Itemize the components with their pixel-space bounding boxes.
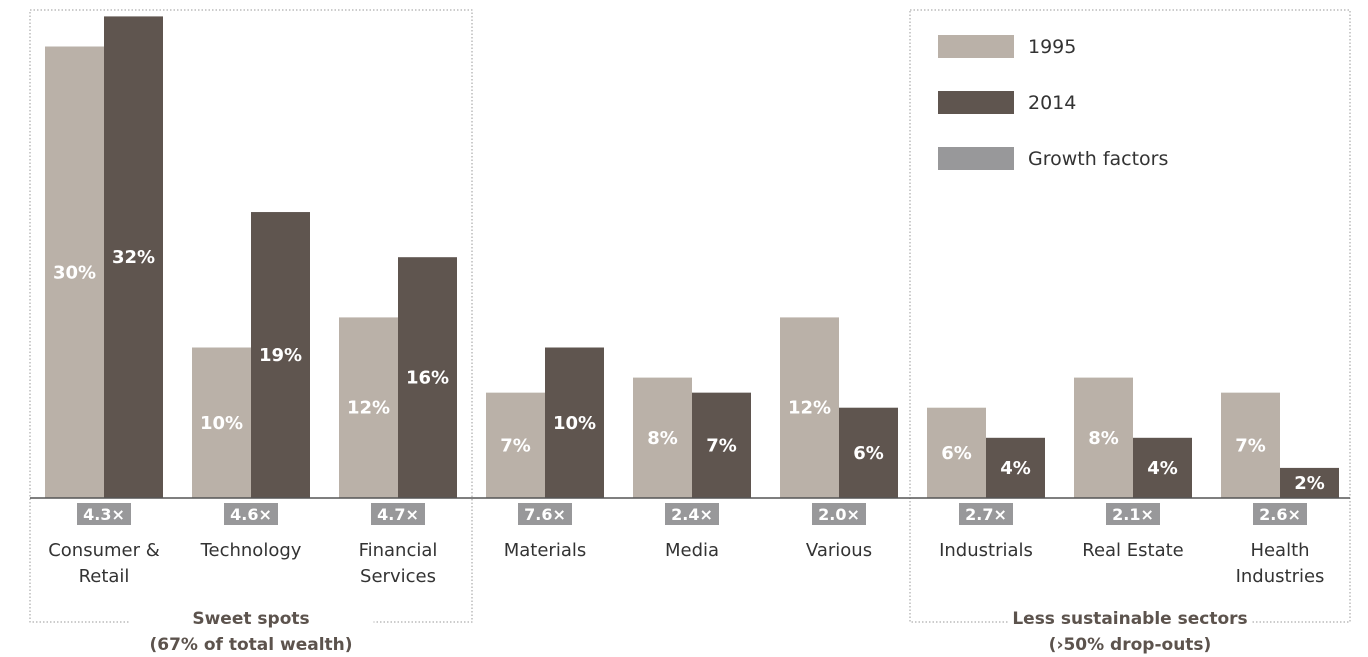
growth-factor-badge bbox=[77, 503, 131, 525]
bar-label-1995: 8% bbox=[1088, 428, 1119, 449]
legend-label: Growth factors bbox=[1028, 148, 1168, 170]
legend-label: 2014 bbox=[1028, 92, 1076, 114]
growth-factor-badge bbox=[1106, 503, 1160, 525]
bar-1995 bbox=[339, 317, 398, 498]
group-caption: Less sustainable sectors bbox=[1012, 609, 1247, 629]
growth-factor-badge bbox=[224, 503, 278, 525]
category-label: Media bbox=[665, 540, 719, 561]
bar-label-1995: 7% bbox=[1235, 435, 1266, 456]
growth-factor-badge bbox=[1253, 503, 1307, 525]
group-frames: Sweet spots (67% of total wealth) Less sus… bbox=[29, 9, 1351, 655]
bar-label-1995: 7% bbox=[500, 435, 531, 456]
growth-factor-label: 4.7× bbox=[377, 505, 419, 524]
bar-label-2014: 10% bbox=[553, 413, 596, 434]
category-label: Industrials bbox=[939, 540, 1033, 561]
group-caption: (67% of total wealth) bbox=[149, 635, 352, 655]
growth-factors: 4.3× 4.6× 4.7× 7.6× 2.4× 2.0× 2.7× 2.1× 2.6× bbox=[77, 503, 1307, 525]
growth-factor-badge bbox=[665, 503, 719, 525]
category-label: Consumer & bbox=[48, 540, 160, 561]
bar-label-2014: 16% bbox=[406, 368, 449, 389]
category-label: Services bbox=[360, 566, 436, 587]
bar-label-2014: 4% bbox=[1147, 458, 1178, 479]
bar-1995 bbox=[1221, 392, 1280, 498]
growth-factor-badge bbox=[812, 503, 866, 525]
category-label: Various bbox=[806, 540, 872, 561]
growth-factor-label: 4.6× bbox=[230, 505, 272, 524]
group-frame bbox=[29, 9, 473, 623]
bar-label-1995: 12% bbox=[788, 398, 831, 419]
bar-1995 bbox=[927, 407, 986, 498]
bar-label-2014: 7% bbox=[706, 435, 737, 456]
bar-2014 bbox=[398, 257, 457, 498]
bar-1995 bbox=[1074, 377, 1133, 498]
bar-1995 bbox=[192, 347, 251, 498]
bar-label-2014: 2% bbox=[1294, 473, 1325, 494]
group-frame bbox=[909, 9, 1351, 623]
category-label: Health bbox=[1250, 540, 1309, 561]
bar-2014 bbox=[1280, 467, 1339, 498]
growth-factor-label: 7.6× bbox=[524, 505, 566, 524]
legend-swatch bbox=[938, 147, 1014, 170]
group-caption: (›50% drop-outs) bbox=[1049, 635, 1212, 655]
bar-2014 bbox=[986, 437, 1045, 498]
bar-1995 bbox=[486, 392, 545, 498]
bar-1995 bbox=[45, 46, 104, 498]
growth-factor-label: 2.0× bbox=[818, 505, 860, 524]
growth-factor-label: 4.3× bbox=[83, 505, 125, 524]
bar-2014 bbox=[545, 347, 604, 498]
bar-2014 bbox=[1133, 437, 1192, 498]
bar-2014 bbox=[692, 392, 751, 498]
growth-factor-badge bbox=[959, 503, 1013, 525]
growth-factor-label: 2.4× bbox=[671, 505, 713, 524]
legend: 1995 2014 Growth factors bbox=[938, 35, 1168, 170]
growth-factor-badge bbox=[371, 503, 425, 525]
bars: 30% 32% 10% 19% 12% 16% 7% 10% 8% 7% 12% 6% 6% 4% 8% 4%… bbox=[45, 16, 1339, 499]
bar-label-1995: 8% bbox=[647, 428, 678, 449]
bar-1995 bbox=[633, 377, 692, 498]
growth-factor-label: 2.7× bbox=[965, 505, 1007, 524]
bar-label-2014: 19% bbox=[259, 345, 302, 366]
category-label: Materials bbox=[504, 540, 587, 561]
bar-label-2014: 32% bbox=[112, 247, 155, 268]
legend-label: 1995 bbox=[1028, 36, 1076, 58]
legend-swatch bbox=[938, 35, 1014, 58]
bar-2014 bbox=[839, 407, 898, 498]
growth-factor-label: 2.6× bbox=[1259, 505, 1301, 524]
bar-label-1995: 6% bbox=[941, 443, 972, 464]
category-label: Technology bbox=[200, 540, 302, 561]
bar-label-2014: 6% bbox=[853, 443, 884, 464]
growth-factor-label: 2.1× bbox=[1112, 505, 1154, 524]
bar-1995 bbox=[780, 317, 839, 498]
category-labels: Consumer & Retail Technology Financial Servi… bbox=[48, 540, 1324, 587]
category-label: Real Estate bbox=[1082, 540, 1184, 561]
legend-swatch bbox=[938, 91, 1014, 114]
category-label: Retail bbox=[79, 566, 130, 587]
category-label: Financial bbox=[359, 540, 438, 561]
category-label: Industries bbox=[1236, 566, 1325, 587]
growth-factor-badge bbox=[518, 503, 572, 525]
bar-label-2014: 4% bbox=[1000, 458, 1031, 479]
group-caption: Sweet spots bbox=[192, 609, 309, 629]
bar-2014 bbox=[104, 16, 163, 499]
bar-label-1995: 12% bbox=[347, 398, 390, 419]
bar-2014 bbox=[251, 212, 310, 499]
bar-label-1995: 30% bbox=[53, 262, 96, 283]
bar-label-1995: 10% bbox=[200, 413, 243, 434]
